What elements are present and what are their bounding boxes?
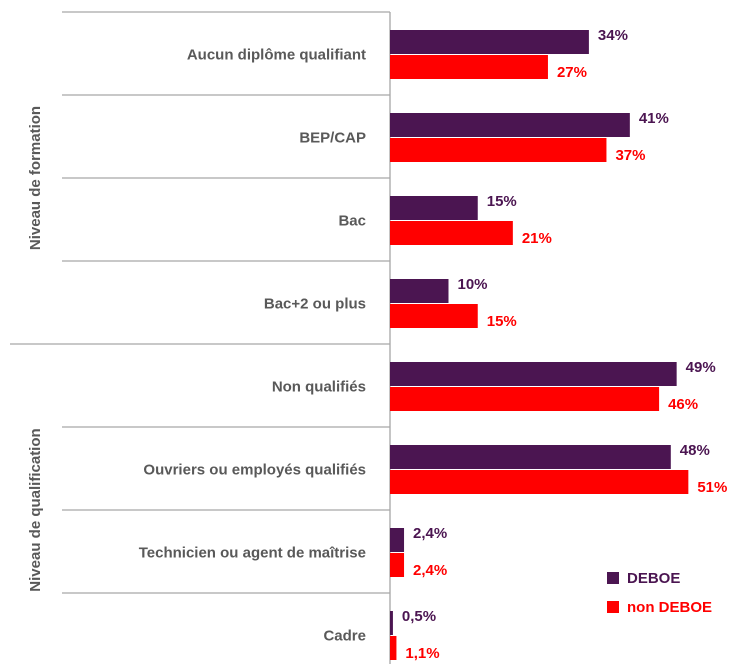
bar [390, 611, 393, 635]
bar [390, 138, 607, 162]
value-label: 0,5% [402, 608, 436, 625]
value-label: 49% [686, 359, 716, 376]
bar [390, 55, 548, 79]
value-label: 37% [615, 147, 645, 164]
category-label: Bac [338, 212, 366, 229]
value-label: 27% [557, 64, 587, 81]
bar [390, 362, 677, 386]
group-label: Niveau de formation [27, 106, 44, 250]
value-label: 15% [487, 313, 517, 330]
value-label: 51% [697, 479, 727, 496]
bar [390, 279, 449, 303]
bar [390, 528, 405, 552]
category-label: BEP/CAP [299, 129, 366, 146]
value-label: 10% [458, 276, 488, 293]
group-label: Niveau de qualification [27, 428, 44, 591]
value-label: 34% [598, 27, 628, 44]
legend-swatch [607, 572, 619, 584]
value-label: 2,4% [413, 525, 447, 542]
value-label: 15% [487, 193, 517, 210]
category-label: Aucun diplôme qualifiant [187, 46, 366, 63]
value-label: 46% [668, 396, 698, 413]
bar [390, 445, 671, 469]
bar [390, 387, 660, 411]
category-label: Bac+2 ou plus [264, 295, 366, 312]
value-label: 1,1% [405, 645, 439, 662]
bar [390, 636, 397, 660]
bar [390, 304, 478, 328]
value-label: 21% [522, 230, 552, 247]
legend-label: non DEBOE [627, 599, 712, 616]
bar [390, 553, 405, 577]
category-label: Technicien ou agent de maîtrise [139, 544, 366, 561]
value-label: 2,4% [413, 562, 447, 579]
value-label: 48% [680, 442, 710, 459]
bar [390, 113, 630, 137]
bar [390, 30, 589, 54]
category-label: Non qualifiés [272, 378, 366, 395]
bar [390, 470, 689, 494]
value-label: 41% [639, 110, 669, 127]
category-label: Cadre [323, 627, 366, 644]
bar [390, 196, 478, 220]
legend-label: DEBOE [627, 570, 680, 587]
bar [390, 221, 513, 245]
category-label: Ouvriers ou employés qualifiés [143, 461, 366, 478]
legend-swatch [607, 601, 619, 613]
